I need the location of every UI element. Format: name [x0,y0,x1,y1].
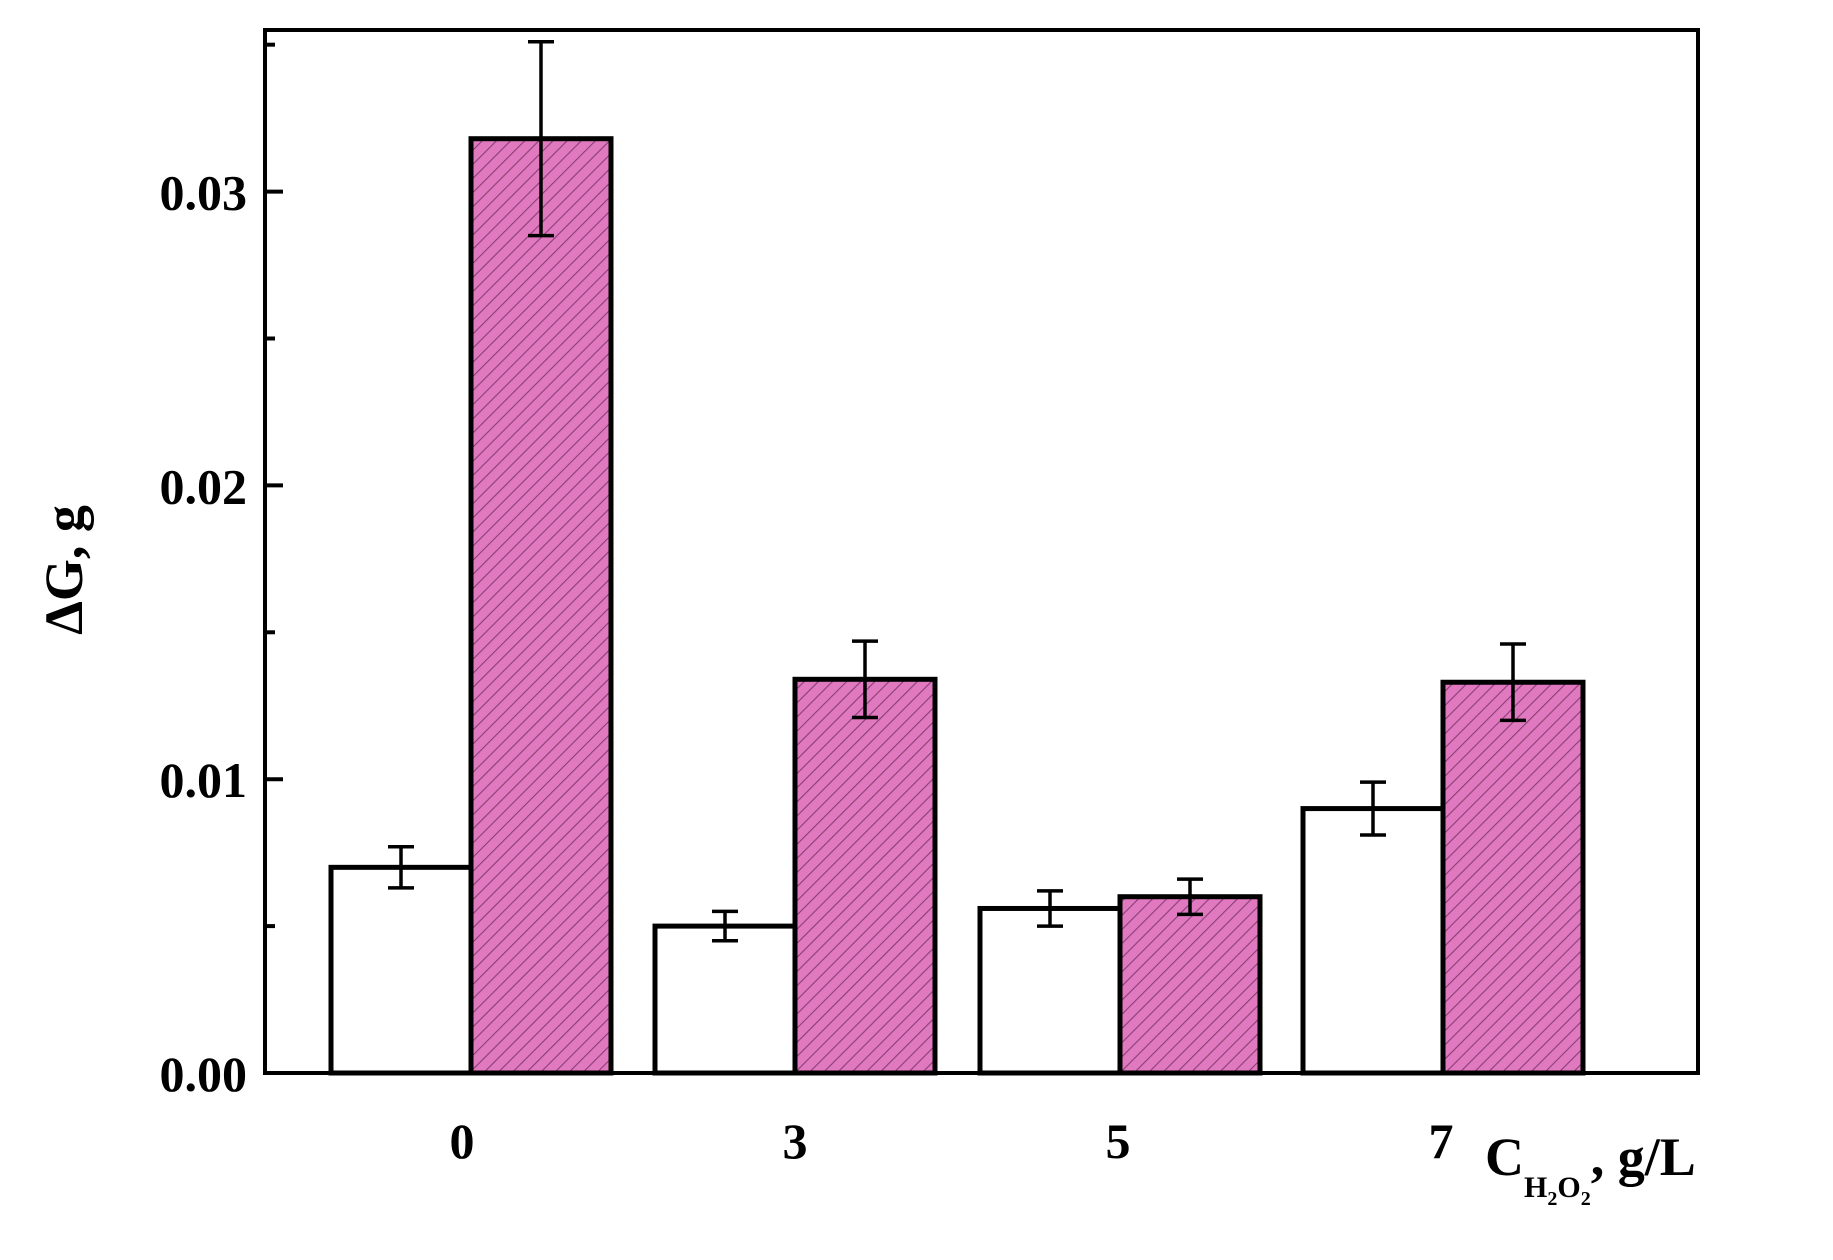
y-tick-label: 0.00 [160,1046,248,1102]
bars-layer [328,136,1586,1076]
bar-s0-3 [652,923,798,1076]
ticks-layer [265,42,283,1075]
x-axis-label-num1: 2 [1547,1188,1557,1210]
bar-s0-7 [1300,806,1446,1076]
x-tick-label-7: 7 [1429,1113,1454,1169]
bar-s1-0 [468,136,614,1076]
error-bars-layer [388,40,1526,943]
x-axis-label-main: C [1485,1127,1524,1187]
bar-s0-5 [977,905,1123,1076]
plot-frame [263,28,1700,1075]
y-tick-label: 0.03 [160,165,248,221]
bar-s1-3 [792,676,938,1076]
bar-s1-5 [1117,894,1263,1076]
y-tick-label: 0.01 [160,752,248,808]
bar-s0-0 [328,864,474,1076]
y-tick-labels: 0.00 0.01 0.02 0.03 [160,165,248,1102]
x-axis-label-sub2: O [1557,1171,1580,1204]
bar-s1-7 [1440,679,1586,1076]
x-axis-label: CH2O2, g/L [1485,1127,1696,1210]
x-tick-labels: 0 3 5 7 [450,1113,1454,1169]
x-axis-label-num2: 2 [1581,1188,1591,1210]
x-tick-label-0: 0 [450,1113,475,1169]
y-tick-label: 0.02 [160,458,248,514]
x-axis-label-sub1: H [1524,1171,1547,1204]
x-tick-label-5: 5 [1106,1113,1131,1169]
x-axis-label-tail: , g/L [1591,1127,1696,1187]
x-tick-label-3: 3 [783,1113,808,1169]
y-axis-label: ΔG, g [34,505,94,635]
